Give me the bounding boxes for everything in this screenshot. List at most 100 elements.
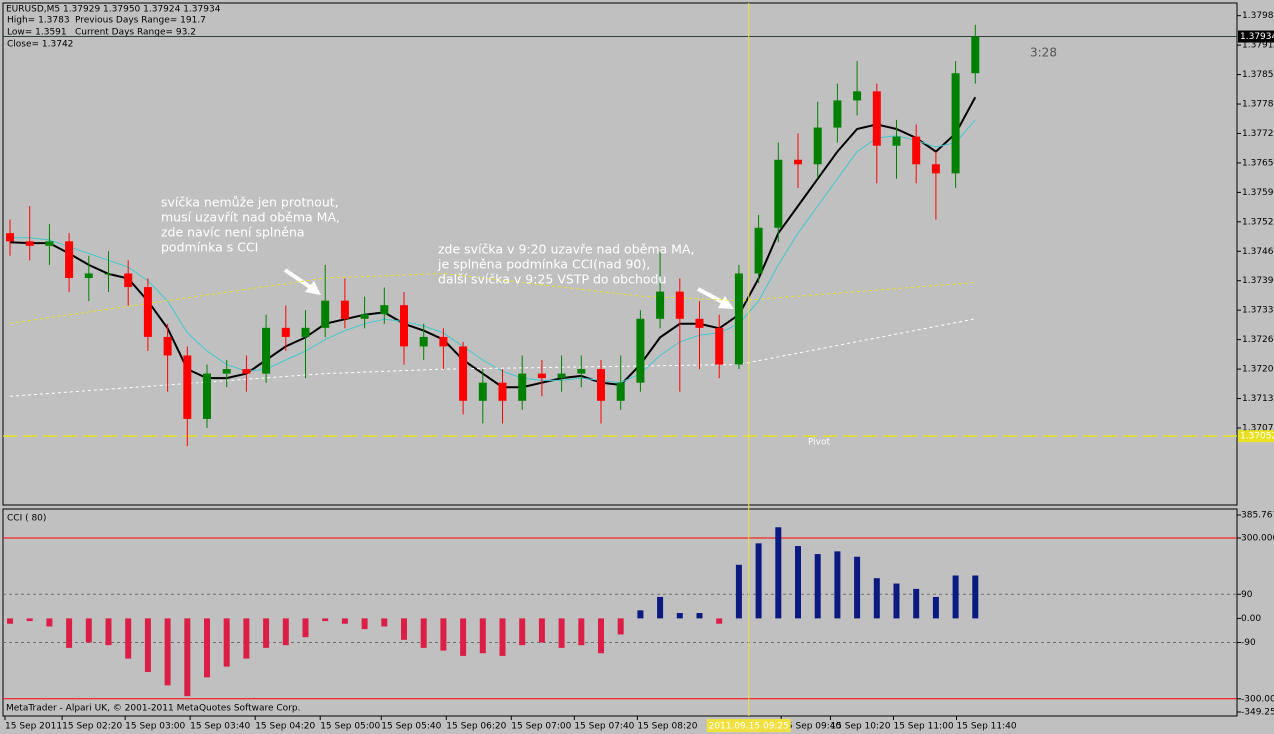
timer: 3:28: [1030, 46, 1057, 60]
x-tick-label: 15 Sep 07:00: [511, 722, 571, 732]
pivot-box: [1238, 430, 1274, 443]
info: Close= 1.3742: [7, 40, 73, 50]
annotation: svíčka nemůže jen protnout,: [161, 195, 339, 210]
candle-body: [65, 241, 74, 279]
annotation: zde svíčka v 9:20 uzavře nad oběma MA,: [438, 242, 694, 257]
cci-bar: [696, 613, 703, 619]
cci-bar: [420, 618, 427, 648]
y-tick-label: 90: [1241, 590, 1253, 600]
cci-bar: [519, 618, 526, 646]
cci-bar: [440, 618, 447, 651]
y-tick-label: -300.000: [1241, 694, 1274, 704]
y-tick-label: 1.37460: [1242, 247, 1274, 257]
cci-bar: [578, 618, 585, 646]
candle-body: [518, 373, 527, 401]
cci-bar: [85, 618, 92, 643]
x-tick-label: 15 Sep 08:20: [637, 722, 697, 732]
candle-body: [498, 382, 507, 401]
cci-bar: [637, 610, 644, 619]
crosshair-label: 2011.09.15 09:25: [709, 722, 789, 732]
y-tick-label: 1.37655: [1242, 158, 1274, 168]
candle-body: [281, 327, 290, 337]
x-tick-label: 15 Sep 09:40: [781, 722, 841, 732]
annotation: zde navíc není splněna: [161, 225, 305, 240]
annotation: musí uzavřít nad oběma MA,: [161, 210, 340, 225]
cci-bar: [105, 618, 112, 646]
cci-panel: [2, 508, 1238, 717]
crosshair-box: [706, 719, 791, 732]
candle-body: [715, 327, 724, 365]
candle-body: [222, 369, 231, 374]
y-tick-label: 0.00: [1241, 614, 1261, 624]
moving-average: [10, 119, 976, 384]
pivot-value: 1.37052: [1240, 432, 1274, 442]
candle-body: [45, 241, 54, 246]
candle-body: [163, 336, 172, 356]
cci-bar: [7, 618, 13, 624]
annotation: další svíčka v 9:25 VSTP do obchodu: [438, 272, 666, 287]
cci-bar: [538, 618, 545, 643]
candle-body: [537, 373, 546, 379]
y-tick-label: 1.37395: [1242, 276, 1274, 286]
x-tick-label: 15 Sep 04:20: [255, 722, 315, 732]
y-tick-label: 1.37590: [1242, 188, 1274, 198]
cci-bar: [814, 554, 821, 619]
candle-body: [597, 369, 605, 401]
candle-body: [656, 291, 665, 319]
x-tick-label: 15 Sep 06:20: [446, 722, 506, 732]
cci-bar: [775, 527, 782, 619]
arrow-head: [305, 281, 321, 295]
y-tick-label: 1.37915: [1242, 41, 1274, 51]
y-tick-label: 1.37785: [1242, 100, 1274, 110]
candle-body: [813, 127, 822, 165]
candle-body: [104, 273, 113, 275]
candle-body: [183, 355, 192, 419]
candle-body: [774, 159, 783, 228]
cci-bar: [873, 578, 880, 619]
candle-body: [400, 305, 408, 347]
y-tick-label: 1.37330: [1242, 306, 1274, 316]
candle-body: [419, 336, 428, 347]
candle-body: [675, 291, 684, 319]
candle-body: [951, 73, 960, 174]
y-tick-label: 1.37980: [1242, 11, 1274, 21]
cci-bar: [913, 588, 920, 619]
y-tick-label: -90: [1241, 638, 1256, 648]
candle-body: [931, 164, 940, 174]
cci-bar: [834, 551, 841, 619]
price-box: [1238, 30, 1274, 43]
x-tick-label: 15 Sep 03:00: [125, 722, 185, 732]
candle-body: [478, 382, 487, 401]
cci-bar: [26, 618, 33, 622]
cci-bar: [204, 618, 210, 678]
y-tick-label: 1.37720: [1242, 129, 1274, 139]
x-tick-label: 15 Sep 10:20: [830, 722, 890, 732]
candle-body: [262, 327, 271, 374]
cci-bar: [499, 618, 506, 656]
y-tick-label: -349.257: [1241, 708, 1274, 718]
x-tick-label: 15 Sep 11:00: [893, 722, 953, 732]
candle-body: [833, 100, 842, 128]
cci-bar: [735, 564, 742, 619]
y-tick-label: 300.000: [1241, 533, 1274, 543]
cci-bar: [361, 618, 368, 630]
cci-bar: [479, 618, 486, 654]
y-tick-label: 1.37200: [1242, 365, 1274, 375]
cci-bar: [341, 618, 348, 624]
cci-bar: [401, 618, 407, 640]
x-tick-label: 15 Sep 02:20: [62, 722, 122, 732]
candle-body: [143, 287, 152, 337]
candle-body: [616, 382, 625, 401]
cci-bar: [598, 618, 604, 654]
moving-average: [9, 96, 977, 389]
cci-bar: [558, 618, 565, 648]
footer: MetaTrader - Alpari UK, © 2001-2011 Meta…: [6, 704, 300, 714]
y-tick-label: 1.37265: [1242, 335, 1274, 345]
cci-bar: [223, 618, 230, 667]
cci-bar: [755, 543, 762, 619]
cci-bar: [716, 618, 723, 624]
candle-body: [557, 373, 566, 379]
candle-body: [6, 233, 14, 242]
candle-body: [577, 369, 586, 374]
y-tick-label: 1.37525: [1242, 217, 1274, 227]
